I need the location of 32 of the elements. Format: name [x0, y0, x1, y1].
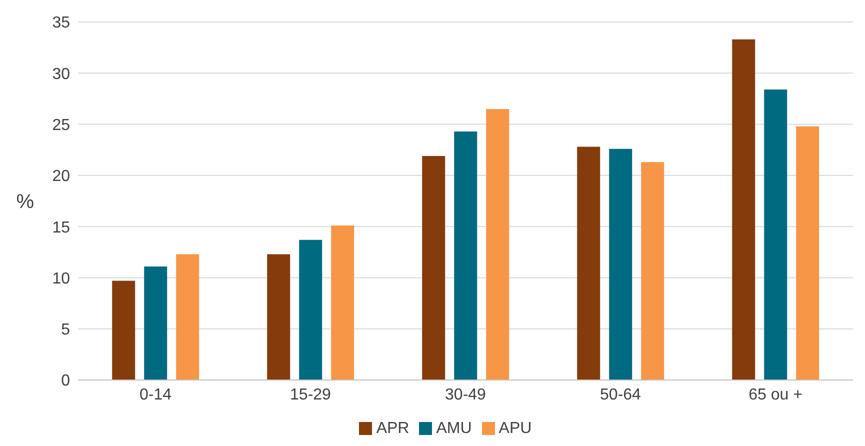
bar — [144, 266, 168, 380]
bar — [331, 226, 354, 380]
y-tick-label: 20 — [52, 168, 70, 186]
bar — [267, 254, 290, 380]
y-tick-label: 25 — [52, 116, 70, 134]
bar — [176, 254, 200, 380]
x-tick-label: 65 ou + — [748, 386, 802, 404]
x-tick-label: 30-49 — [445, 386, 486, 404]
legend-label: APU — [498, 420, 532, 437]
bar — [764, 90, 788, 380]
y-axis-title: % — [16, 191, 34, 214]
bar — [609, 148, 632, 380]
bar — [732, 39, 756, 380]
legend-label: AMU — [436, 420, 472, 437]
x-tick-label: 0-14 — [139, 386, 172, 404]
legend-label: APR — [376, 420, 410, 437]
bar — [641, 162, 664, 380]
y-tick-label: 15 — [52, 219, 70, 236]
bar — [299, 240, 322, 380]
bar — [486, 108, 510, 380]
x-tick-label: 50-64 — [600, 386, 642, 404]
bar — [454, 131, 478, 380]
y-tick-label: 10 — [52, 270, 70, 288]
y-tick-label: 5 — [61, 322, 70, 339]
y-tick-label: 35 — [52, 14, 70, 32]
x-tick-label: 15-29 — [290, 386, 332, 404]
y-tick-label: 0 — [61, 372, 70, 390]
bar — [112, 280, 136, 380]
bar — [422, 156, 446, 380]
bar — [796, 126, 820, 380]
bar — [577, 146, 600, 380]
y-tick-label: 30 — [52, 66, 70, 83]
